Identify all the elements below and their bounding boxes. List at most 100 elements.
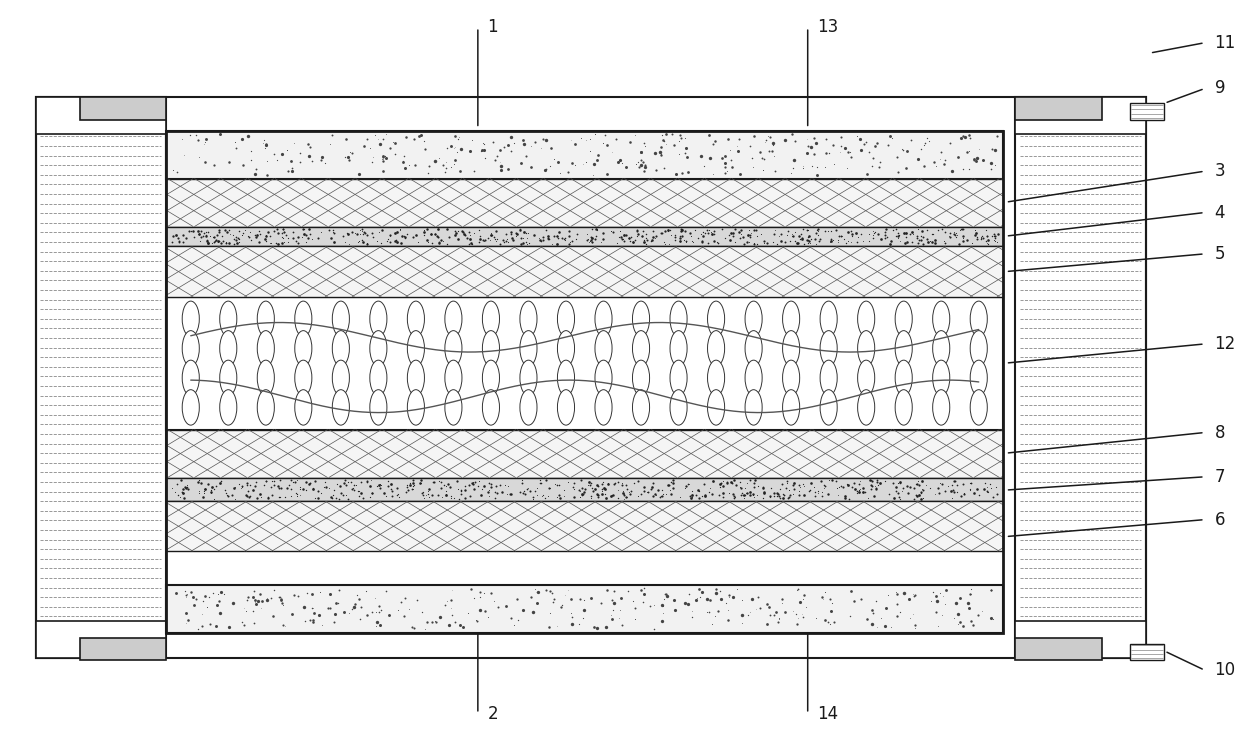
Text: 5: 5	[1214, 245, 1225, 263]
Ellipse shape	[783, 301, 799, 336]
Bar	[166, 179, 1004, 227]
Ellipse shape	[445, 301, 462, 336]
Text: 10: 10	[1214, 661, 1235, 679]
Ellipse shape	[857, 301, 875, 336]
Bar	[166, 430, 1004, 477]
Ellipse shape	[445, 330, 462, 366]
Text: 1: 1	[488, 19, 498, 36]
Ellipse shape	[558, 330, 575, 366]
Ellipse shape	[595, 301, 612, 336]
Ellipse shape	[219, 330, 237, 366]
Ellipse shape	[332, 390, 349, 425]
Ellipse shape	[933, 301, 950, 336]
Ellipse shape	[820, 301, 838, 336]
Ellipse shape	[295, 360, 312, 396]
Ellipse shape	[369, 360, 387, 396]
Ellipse shape	[820, 390, 838, 425]
Ellipse shape	[707, 360, 725, 396]
Ellipse shape	[933, 390, 950, 425]
Ellipse shape	[182, 390, 199, 425]
Bar	[79, 638, 166, 660]
Ellipse shape	[895, 301, 912, 336]
Ellipse shape	[369, 330, 387, 366]
Bar	[36, 97, 166, 659]
Ellipse shape	[182, 330, 199, 366]
Ellipse shape	[707, 301, 725, 336]
Text: 14: 14	[818, 705, 839, 722]
Ellipse shape	[670, 390, 688, 425]
Ellipse shape	[482, 390, 499, 425]
Ellipse shape	[258, 360, 274, 396]
Bar	[1016, 622, 1146, 659]
Bar	[79, 97, 166, 119]
Ellipse shape	[970, 301, 987, 336]
Ellipse shape	[707, 390, 725, 425]
Ellipse shape	[783, 360, 799, 396]
Ellipse shape	[408, 360, 425, 396]
Ellipse shape	[219, 301, 237, 336]
Ellipse shape	[482, 301, 499, 336]
Ellipse shape	[369, 301, 387, 336]
Ellipse shape	[219, 390, 237, 425]
Text: 9: 9	[1214, 79, 1225, 98]
Ellipse shape	[369, 390, 387, 425]
Ellipse shape	[258, 301, 274, 336]
Text: 7: 7	[1214, 468, 1225, 486]
Ellipse shape	[632, 330, 649, 366]
Bar	[36, 97, 166, 134]
Ellipse shape	[182, 360, 199, 396]
Ellipse shape	[558, 301, 575, 336]
Ellipse shape	[933, 360, 950, 396]
Ellipse shape	[520, 390, 536, 425]
Ellipse shape	[783, 390, 799, 425]
Ellipse shape	[558, 390, 575, 425]
Bar	[1016, 638, 1103, 660]
Ellipse shape	[408, 301, 425, 336]
Text: 12: 12	[1214, 335, 1235, 353]
Text: 8: 8	[1214, 424, 1225, 442]
Bar	[166, 585, 1004, 633]
Ellipse shape	[482, 330, 499, 366]
Bar	[166, 296, 1004, 430]
Bar	[1130, 644, 1165, 660]
Bar	[166, 227, 1004, 247]
Ellipse shape	[295, 390, 312, 425]
Text: 3: 3	[1214, 162, 1225, 180]
Ellipse shape	[332, 360, 349, 396]
Bar	[166, 477, 1004, 501]
Bar	[36, 622, 166, 659]
Ellipse shape	[445, 360, 462, 396]
Ellipse shape	[295, 330, 312, 366]
Ellipse shape	[482, 360, 499, 396]
Ellipse shape	[332, 301, 349, 336]
Bar	[36, 97, 1146, 659]
Bar	[166, 501, 1004, 551]
Ellipse shape	[182, 301, 199, 336]
Ellipse shape	[258, 390, 274, 425]
Bar	[166, 247, 1004, 296]
Bar	[166, 130, 1004, 179]
Ellipse shape	[745, 360, 762, 396]
Ellipse shape	[219, 360, 237, 396]
Ellipse shape	[595, 360, 612, 396]
Ellipse shape	[520, 330, 536, 366]
Ellipse shape	[408, 330, 425, 366]
Ellipse shape	[783, 330, 799, 366]
Ellipse shape	[520, 301, 536, 336]
Ellipse shape	[970, 330, 987, 366]
Bar	[1016, 97, 1146, 659]
Ellipse shape	[595, 390, 612, 425]
Ellipse shape	[595, 330, 612, 366]
Ellipse shape	[632, 360, 649, 396]
Ellipse shape	[933, 330, 950, 366]
Ellipse shape	[408, 390, 425, 425]
Ellipse shape	[445, 390, 462, 425]
Bar	[1016, 97, 1146, 134]
Ellipse shape	[970, 390, 987, 425]
Text: 13: 13	[818, 19, 839, 36]
Ellipse shape	[632, 390, 649, 425]
Text: 11: 11	[1214, 34, 1235, 52]
Ellipse shape	[258, 330, 274, 366]
Ellipse shape	[332, 330, 349, 366]
Ellipse shape	[895, 360, 912, 396]
